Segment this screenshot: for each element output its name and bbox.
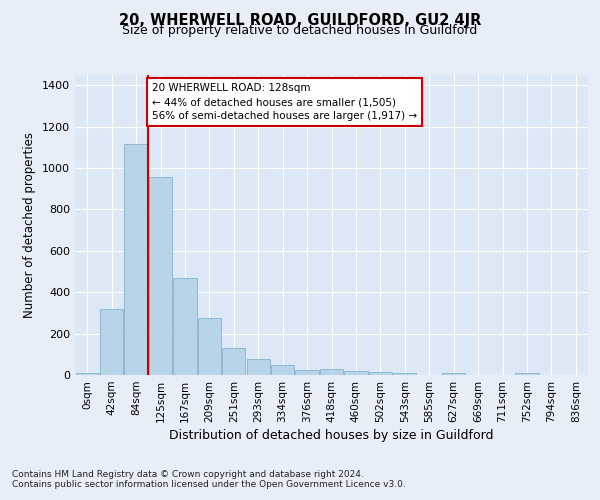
Bar (247, 360, 270, 375)
Bar (100, 309, 123, 375)
X-axis label: Distribution of detached houses by size in Guildford: Distribution of detached houses by size … (169, 429, 494, 442)
Bar (295, 370, 319, 375)
Text: Contains public sector information licensed under the Open Government Licence v3: Contains public sector information licen… (12, 480, 406, 489)
Bar (222, 348, 245, 375)
Bar (173, 278, 197, 375)
Text: Contains HM Land Registry data © Crown copyright and database right 2024.: Contains HM Land Registry data © Crown c… (12, 470, 364, 479)
Bar (344, 371, 368, 375)
Bar (515, 373, 539, 375)
Y-axis label: Number of detached properties: Number of detached properties (23, 132, 37, 318)
Bar (320, 369, 343, 375)
Bar (76, 373, 99, 375)
Text: 20, WHERWELL ROAD, GUILDFORD, GU2 4JR: 20, WHERWELL ROAD, GUILDFORD, GU2 4JR (119, 12, 481, 28)
Bar (271, 365, 294, 375)
Bar (393, 373, 416, 375)
Bar (124, 144, 148, 375)
Text: 20 WHERWELL ROAD: 128sqm
← 44% of detached houses are smaller (1,505)
56% of sem: 20 WHERWELL ROAD: 128sqm ← 44% of detach… (152, 84, 417, 122)
Bar (442, 373, 465, 375)
Bar (198, 318, 221, 375)
Bar (369, 372, 392, 375)
Text: Size of property relative to detached houses in Guildford: Size of property relative to detached ho… (122, 24, 478, 37)
Bar (149, 178, 172, 375)
